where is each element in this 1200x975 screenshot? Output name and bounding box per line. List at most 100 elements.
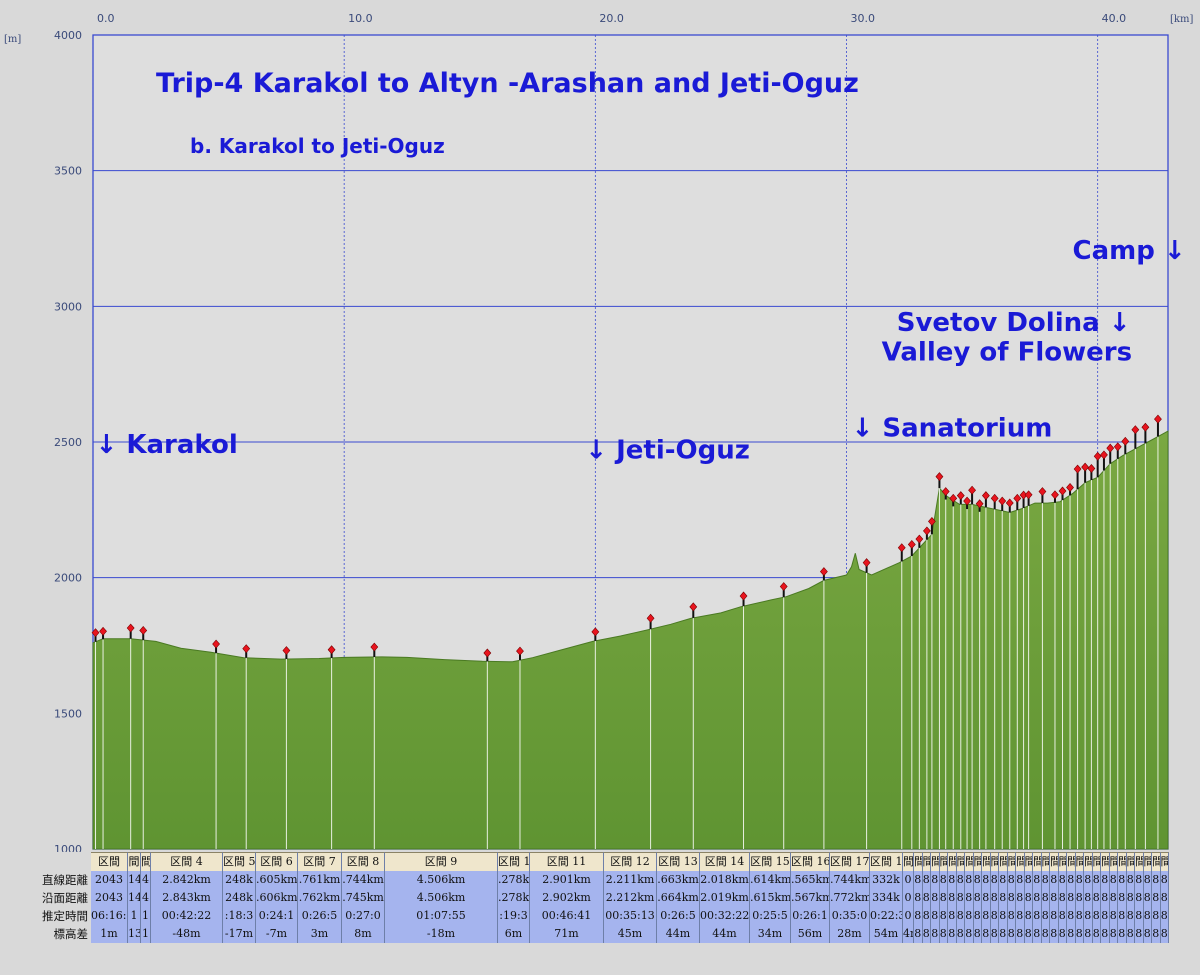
table-cell: 8 <box>1126 907 1135 925</box>
table-cell: -7m <box>256 925 298 943</box>
table-cell: 2.902km <box>530 889 604 907</box>
table-cell: 間 <box>1135 852 1144 872</box>
table-cell: 8 <box>1135 871 1144 889</box>
waypoint-marker <box>126 623 135 633</box>
table-cell: 間 <box>973 852 982 872</box>
table-cell: 14 <box>128 871 141 889</box>
annotation-label: Valley of Flowers <box>882 338 1132 368</box>
table-cell: 8 <box>1143 907 1152 925</box>
table-cell: 間 <box>1058 852 1067 872</box>
table-cell: 8 <box>965 907 974 925</box>
table-cell: 8 <box>999 889 1008 907</box>
table-cell: .278k <box>498 871 530 889</box>
table-cell: 区間 8 <box>342 852 385 872</box>
table-cell: 8 <box>1033 871 1042 889</box>
table-cell: 4.506km <box>385 871 498 889</box>
table-cell: 8 <box>1126 925 1135 943</box>
table-cell: 1 <box>128 907 141 925</box>
table-cell: 2.212km <box>604 889 657 907</box>
table-cell: 8 <box>973 907 982 925</box>
table-cell: .744km <box>342 871 385 889</box>
annotation-label: ↓ Karakol <box>96 430 238 460</box>
waypoint-marker <box>862 558 871 568</box>
table-cell: 区間 9 <box>385 852 498 872</box>
table-cell: 8 <box>1092 871 1101 889</box>
table-cell: 8 <box>965 871 974 889</box>
table-cell: 区間 15 <box>750 852 791 872</box>
table-cell: 8 <box>1041 889 1050 907</box>
waypoint-marker <box>91 628 100 638</box>
waypoint-marker <box>1106 443 1115 453</box>
table-cell: 8 <box>1101 925 1110 943</box>
table-cell: 区間 <box>91 852 128 872</box>
table-cell: 2043 <box>91 889 128 907</box>
waypoint-marker <box>1093 451 1102 461</box>
table-cell: 0:35:0 <box>830 907 870 925</box>
table-cell: 2043 <box>91 871 128 889</box>
waypoint-marker <box>1081 462 1090 472</box>
table-cell: 2.843km <box>151 889 223 907</box>
table-cell: 間 <box>1067 852 1076 872</box>
table-cell: 8 <box>1075 907 1084 925</box>
annotation-label: ↓ Sanatorium <box>852 414 1053 444</box>
waypoint-marker <box>99 626 107 636</box>
waypoint-marker <box>1141 422 1150 432</box>
table-cell: .278k <box>498 889 530 907</box>
table-cell: 8 <box>914 925 923 943</box>
table-cell: 8 <box>914 889 923 907</box>
table-cell: 間 <box>965 852 974 872</box>
table-cell: 8 <box>1050 907 1059 925</box>
chart-subtitle: b. Karakol to Jeti-Oguz <box>190 134 445 158</box>
table-cell: 8 <box>973 871 982 889</box>
table-cell: 8 <box>1084 907 1093 925</box>
table-cell: 8 <box>999 871 1008 889</box>
table-cell: 8 <box>1160 925 1169 943</box>
waypoint-marker <box>1121 436 1130 446</box>
table-cell: 8 <box>1126 889 1135 907</box>
y-tick-label: 3000 <box>54 300 82 313</box>
table-cell: 0 <box>903 907 914 925</box>
annotation-label: Svetov Dolina ↓ <box>897 308 1131 338</box>
table-cell: 8 <box>948 889 957 907</box>
waypoint-marker <box>935 472 944 482</box>
table-cell: 8 <box>990 889 999 907</box>
table-cell: 4m <box>903 925 914 943</box>
table-cell: 8 <box>956 889 965 907</box>
waypoint-marker <box>968 485 976 495</box>
table-cell: 間 <box>141 852 151 872</box>
table-cell: 0:26:1 <box>791 907 830 925</box>
waypoint-marker <box>1024 490 1033 500</box>
table-cell: 8 <box>982 907 991 925</box>
y-axis-unit: [m] <box>4 34 21 45</box>
table-cell: 間 <box>982 852 991 872</box>
table-cell: 区間 13 <box>657 852 700 872</box>
table-cell: 8 <box>1058 871 1067 889</box>
table-cell: .615km <box>750 889 791 907</box>
table-cell: 8 <box>914 907 923 925</box>
table-cell: 8 <box>1084 925 1093 943</box>
row-label: 標高差 <box>53 927 89 941</box>
y-tick-label: 2000 <box>54 572 82 585</box>
table-cell: 8 <box>973 925 982 943</box>
table-cell: 8 <box>939 907 948 925</box>
table-cell: 8 <box>1101 907 1110 925</box>
table-cell: 8 <box>1084 889 1093 907</box>
table-cell: 間 <box>128 852 141 872</box>
waypoint-marker <box>327 645 336 655</box>
waypoint-marker <box>739 591 748 601</box>
table-cell: 8 <box>965 889 974 907</box>
table-cell: 8 <box>1007 925 1016 943</box>
table-cell: 71m <box>530 925 604 943</box>
table-cell: 1 <box>141 907 151 925</box>
table-cell: 8 <box>922 871 931 889</box>
table-cell: 間 <box>1109 852 1118 872</box>
table-cell: :19:3 <box>498 907 530 925</box>
x-tick-label: 20.0 <box>599 12 624 25</box>
waypoint-marker <box>982 491 990 501</box>
waypoint-marker <box>998 496 1007 506</box>
table-cell: 8 <box>1160 889 1169 907</box>
waypoint-marker <box>990 493 999 503</box>
table-cell: 8 <box>931 871 940 889</box>
table-cell: 8 <box>931 889 940 907</box>
waypoint-marker <box>242 644 251 654</box>
